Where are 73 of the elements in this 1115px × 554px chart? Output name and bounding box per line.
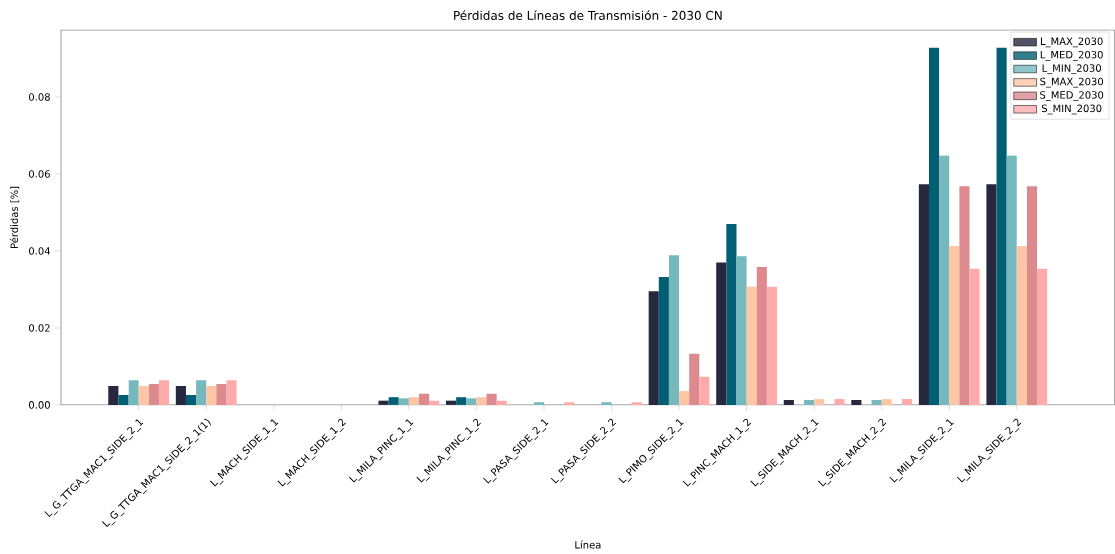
bar [986, 184, 997, 405]
bar [648, 291, 659, 405]
bar [601, 402, 612, 405]
bar [486, 393, 497, 405]
bar [756, 267, 767, 405]
y-tick-label: 0.04 [29, 247, 51, 255]
bar [881, 399, 892, 405]
bar [196, 380, 207, 405]
y-tick-label: 0.08 [29, 93, 50, 101]
y-axis-title: Pérdidas [%] [9, 186, 20, 249]
bar [783, 399, 794, 405]
legend-label: L_MIN_2030 [1042, 64, 1101, 75]
bar [185, 394, 197, 405]
bar [918, 184, 929, 405]
bar [476, 397, 487, 405]
bar [871, 399, 882, 405]
bar [1016, 245, 1027, 405]
bar [736, 256, 747, 405]
legend-label: L_MED_2030 [1040, 50, 1103, 61]
bar [226, 380, 237, 405]
bar [901, 399, 913, 405]
bar [456, 397, 467, 405]
legend-label: S_MIN_2030 [1041, 104, 1102, 115]
bar [689, 353, 700, 405]
bar [746, 286, 757, 405]
chart-title: Pérdidas de Líneas de Transmisión - 2030 CN [454, 10, 722, 21]
bar [533, 402, 544, 405]
bar [564, 402, 575, 405]
bar [158, 380, 170, 405]
bar [969, 268, 980, 405]
bar [851, 399, 862, 405]
bar [138, 386, 149, 405]
bar [148, 384, 159, 405]
bar [716, 262, 727, 405]
bar [726, 224, 737, 405]
bar [496, 400, 507, 405]
bar [216, 384, 227, 405]
y-tick-label: 0.06 [29, 170, 50, 178]
legend-label: L_MAX_2030 [1040, 37, 1103, 48]
bar [996, 47, 1007, 405]
bar [398, 398, 409, 405]
bar [108, 386, 119, 405]
bar [658, 277, 669, 405]
bar [668, 255, 680, 405]
bar [419, 393, 430, 405]
y-tick-label: 0.00 [29, 401, 50, 409]
bar [408, 397, 419, 405]
x-axis-title: Línea [575, 540, 601, 549]
bar [959, 186, 970, 405]
bar [388, 397, 399, 405]
bar [631, 402, 642, 405]
bar [429, 400, 440, 405]
bar [175, 386, 186, 405]
bar [446, 400, 457, 405]
bar [1037, 268, 1048, 405]
bar [118, 394, 129, 405]
bar [378, 400, 389, 405]
bar [766, 286, 777, 405]
bar [928, 47, 940, 405]
bar [804, 399, 815, 405]
legend-label: S_MAX_2030 [1040, 77, 1104, 88]
bar [939, 155, 950, 405]
bar [1026, 186, 1038, 405]
bar [206, 386, 217, 405]
bar [128, 380, 139, 405]
legend-label: S_MED_2030 [1040, 91, 1104, 101]
bar [949, 245, 960, 405]
bar [834, 399, 845, 405]
bar [679, 391, 690, 405]
bar [699, 376, 710, 405]
bar [466, 398, 477, 405]
bar [814, 399, 825, 405]
y-tick-label: 0.02 [29, 324, 50, 332]
